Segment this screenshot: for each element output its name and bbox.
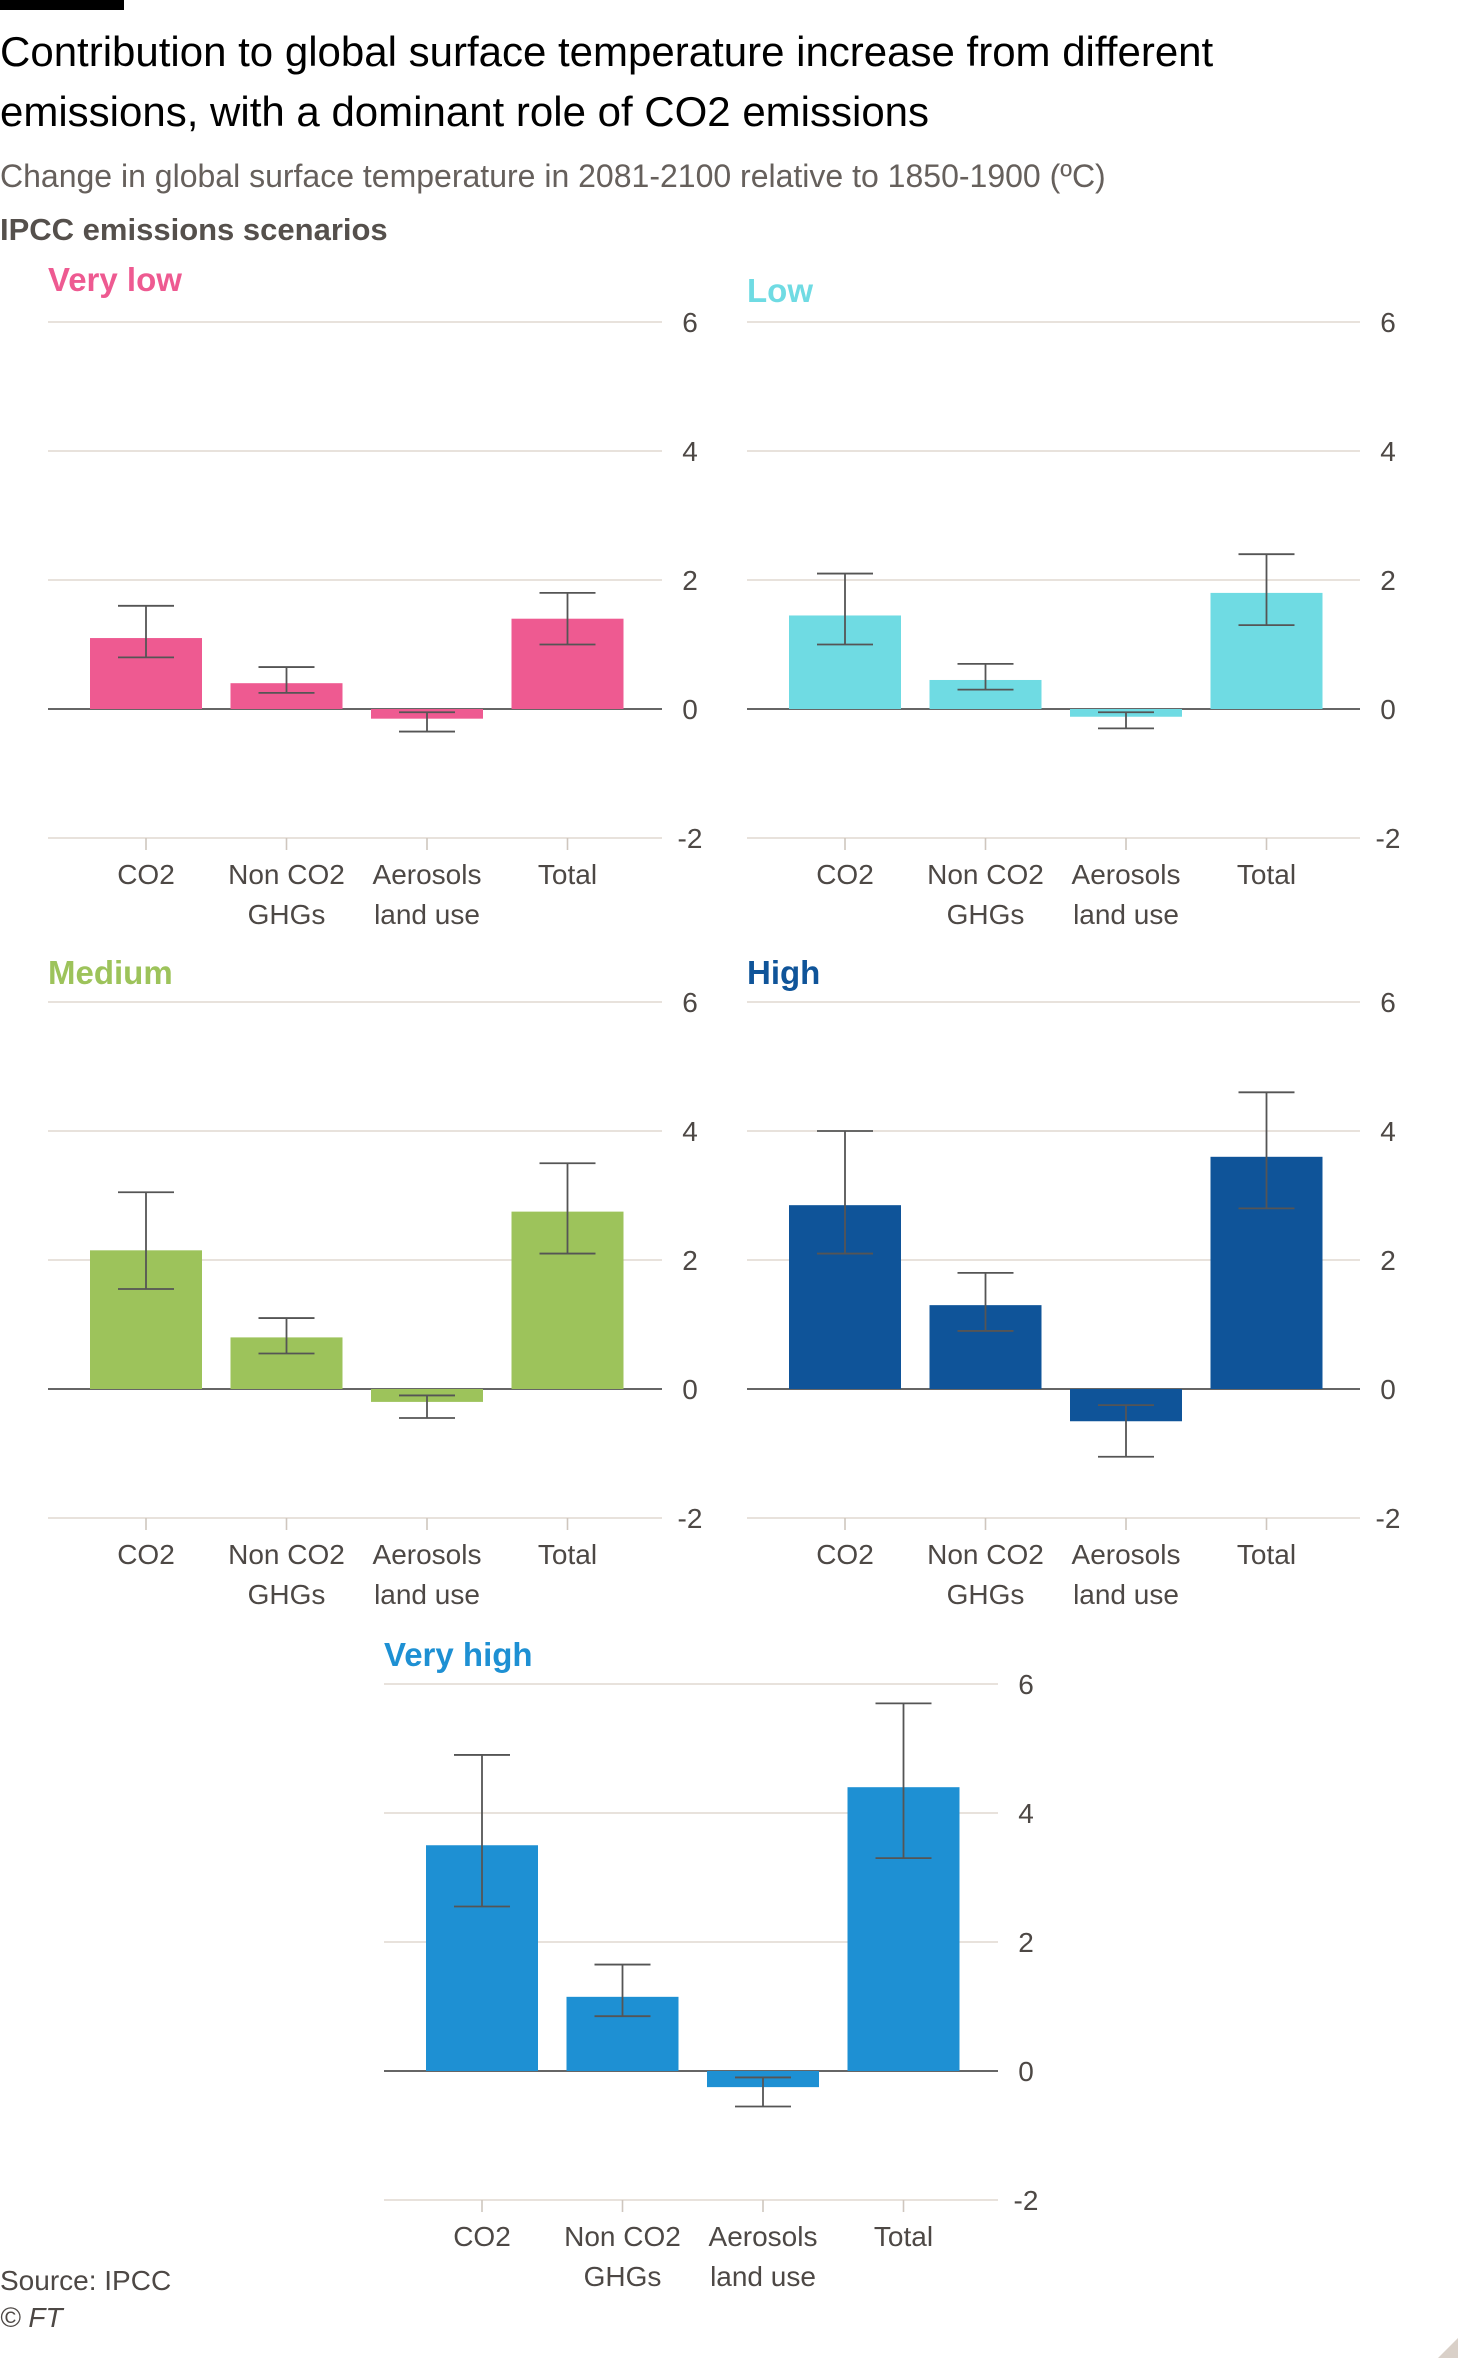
error-bar-very-low-total bbox=[539, 591, 596, 646]
category-label: Non CO2 GHGs bbox=[228, 859, 345, 930]
scenarios-label: IPCC emissions scenarios bbox=[0, 212, 388, 247]
error-bar-very-high-co2 bbox=[454, 1754, 510, 1908]
y-tick-label: -2 bbox=[1014, 2185, 1039, 2216]
y-tick-label: 4 bbox=[682, 436, 698, 467]
y-tick-label: 4 bbox=[1380, 1116, 1396, 1147]
category-label: Non CO2 GHGs bbox=[564, 2221, 681, 2292]
panel-medium: Medium 6 4 2 0 -2 CO2 Non CO2 GHGs Aerosols land … bbox=[0, 950, 720, 1630]
error-bar-medium-aerosols-land-use bbox=[399, 1394, 455, 1419]
y-tick-label: 0 bbox=[1380, 1374, 1396, 1405]
chart-subtitle: Change in global surface temperature in … bbox=[0, 158, 1106, 194]
panel-title-low: Low bbox=[747, 272, 813, 309]
y-tick-label: 4 bbox=[1380, 436, 1396, 467]
category-label: Total bbox=[538, 1539, 597, 1570]
error-bar-high-total bbox=[1238, 1091, 1295, 1210]
category-label: CO2 bbox=[117, 1539, 175, 1570]
chart-svg-medium: 6 4 2 0 -2 CO2 Non CO2 GHGs Aerosols land use Tota… bbox=[48, 987, 703, 1610]
chart-svg-very-high: 6 4 2 0 -2 CO2 Non CO2 GHGs Aerosols land use Tota… bbox=[384, 1669, 1039, 2292]
y-tick-label: 0 bbox=[1018, 2056, 1034, 2087]
error-bar-very-low-non-co2-ghgs bbox=[258, 666, 315, 694]
chart-title: Contribution to global surface temperatu… bbox=[0, 28, 1214, 135]
y-tick-label: 4 bbox=[682, 1116, 698, 1147]
error-bar-very-low-aerosols-land-use bbox=[399, 711, 455, 733]
panel-low: Low 6 4 2 0 -2 CO2 Non CO2 GHGs Aerosols land use… bbox=[700, 268, 1430, 948]
y-tick-label: 2 bbox=[1380, 1245, 1396, 1276]
error-bar-high-aerosols-land-use bbox=[1098, 1404, 1154, 1458]
panel-title-medium: Medium bbox=[48, 954, 173, 991]
chart-svg-high: 6 4 2 0 -2 CO2 Non CO2 GHGs Aerosols land use Tota… bbox=[747, 987, 1401, 1610]
chart-svg-low: 6 4 2 0 -2 CO2 Non CO2 GHGs Aerosols land use Tota… bbox=[747, 307, 1401, 930]
category-label: CO2 bbox=[453, 2221, 511, 2252]
error-bar-low-non-co2-ghgs bbox=[957, 662, 1014, 691]
category-label: Total bbox=[1237, 1539, 1296, 1570]
y-tick-label: 6 bbox=[1018, 1669, 1034, 1700]
category-label: CO2 bbox=[816, 859, 874, 890]
error-bar-very-low-co2 bbox=[118, 604, 174, 659]
error-bar-low-co2 bbox=[817, 572, 873, 646]
category-label: Non CO2 GHGs bbox=[927, 859, 1044, 930]
y-tick-label: 0 bbox=[1380, 694, 1396, 725]
y-tick-label: 4 bbox=[1018, 1798, 1034, 1829]
y-tick-label: 6 bbox=[1380, 987, 1396, 1018]
error-bar-very-high-non-co2-ghgs bbox=[594, 1963, 651, 2018]
error-bar-high-co2 bbox=[817, 1130, 873, 1255]
panel-title-very-low: Very low bbox=[48, 261, 182, 298]
error-bar-very-high-total bbox=[875, 1702, 932, 1860]
panel-title-high: High bbox=[747, 954, 821, 991]
panel-high: High 6 4 2 0 -2 CO2 Non CO2 GHGs Aerosols land us… bbox=[700, 950, 1430, 1630]
category-label: Total bbox=[874, 2221, 933, 2252]
y-tick-label: 2 bbox=[1380, 565, 1396, 596]
y-tick-label: -2 bbox=[678, 823, 703, 854]
corner-mark bbox=[1438, 2338, 1458, 2358]
y-tick-label: -2 bbox=[1376, 1503, 1401, 1534]
y-tick-label: 6 bbox=[682, 307, 698, 338]
source-note: Source: IPCC bbox=[0, 2265, 172, 2296]
y-tick-label: 0 bbox=[682, 1374, 698, 1405]
y-tick-label: 2 bbox=[682, 565, 698, 596]
category-label: Aerosols land use bbox=[709, 2221, 818, 2292]
error-bar-medium-co2 bbox=[118, 1191, 174, 1290]
category-label: Non CO2 GHGs bbox=[228, 1539, 345, 1610]
panel-very-high: Very high 6 4 2 0 -2 CO2 Non CO2 GHGs Aerosols la… bbox=[336, 1632, 1066, 2312]
error-bar-low-aerosols-land-use bbox=[1098, 711, 1154, 730]
panel-very-low: Very low 6 4 2 0 -2 CO2 Non CO2 GHGs Aerosols lan… bbox=[0, 255, 720, 935]
copyright-note: © FT bbox=[0, 2302, 63, 2333]
category-label: Total bbox=[1237, 859, 1296, 890]
y-tick-label: -2 bbox=[1376, 823, 1401, 854]
category-label: Aerosols land use bbox=[373, 859, 482, 930]
category-label: CO2 bbox=[816, 1539, 874, 1570]
category-label: CO2 bbox=[117, 859, 175, 890]
panel-title-very-high: Very high bbox=[384, 1636, 533, 1673]
y-tick-label: 2 bbox=[682, 1245, 698, 1276]
y-tick-label: 6 bbox=[682, 987, 698, 1018]
y-tick-label: 0 bbox=[682, 694, 698, 725]
category-label: Total bbox=[538, 859, 597, 890]
category-label: Non CO2 GHGs bbox=[927, 1539, 1044, 1610]
y-tick-label: -2 bbox=[678, 1503, 703, 1534]
error-bar-medium-total bbox=[539, 1162, 596, 1255]
error-bar-medium-non-co2-ghgs bbox=[258, 1317, 315, 1355]
error-bar-high-non-co2-ghgs bbox=[957, 1271, 1014, 1332]
y-tick-label: 6 bbox=[1380, 307, 1396, 338]
category-label: Aerosols land use bbox=[373, 1539, 482, 1610]
top-accent-bar bbox=[0, 0, 124, 10]
error-bar-low-total bbox=[1238, 553, 1295, 627]
category-label: Aerosols land use bbox=[1072, 859, 1181, 930]
y-tick-label: 2 bbox=[1018, 1927, 1034, 1958]
chart-svg-very-low: 6 4 2 0 -2 CO2 Non CO2 GHGs Aerosols land use Tota… bbox=[48, 307, 703, 930]
error-bar-very-high-aerosols-land-use bbox=[735, 2076, 791, 2108]
category-label: Aerosols land use bbox=[1072, 1539, 1181, 1610]
